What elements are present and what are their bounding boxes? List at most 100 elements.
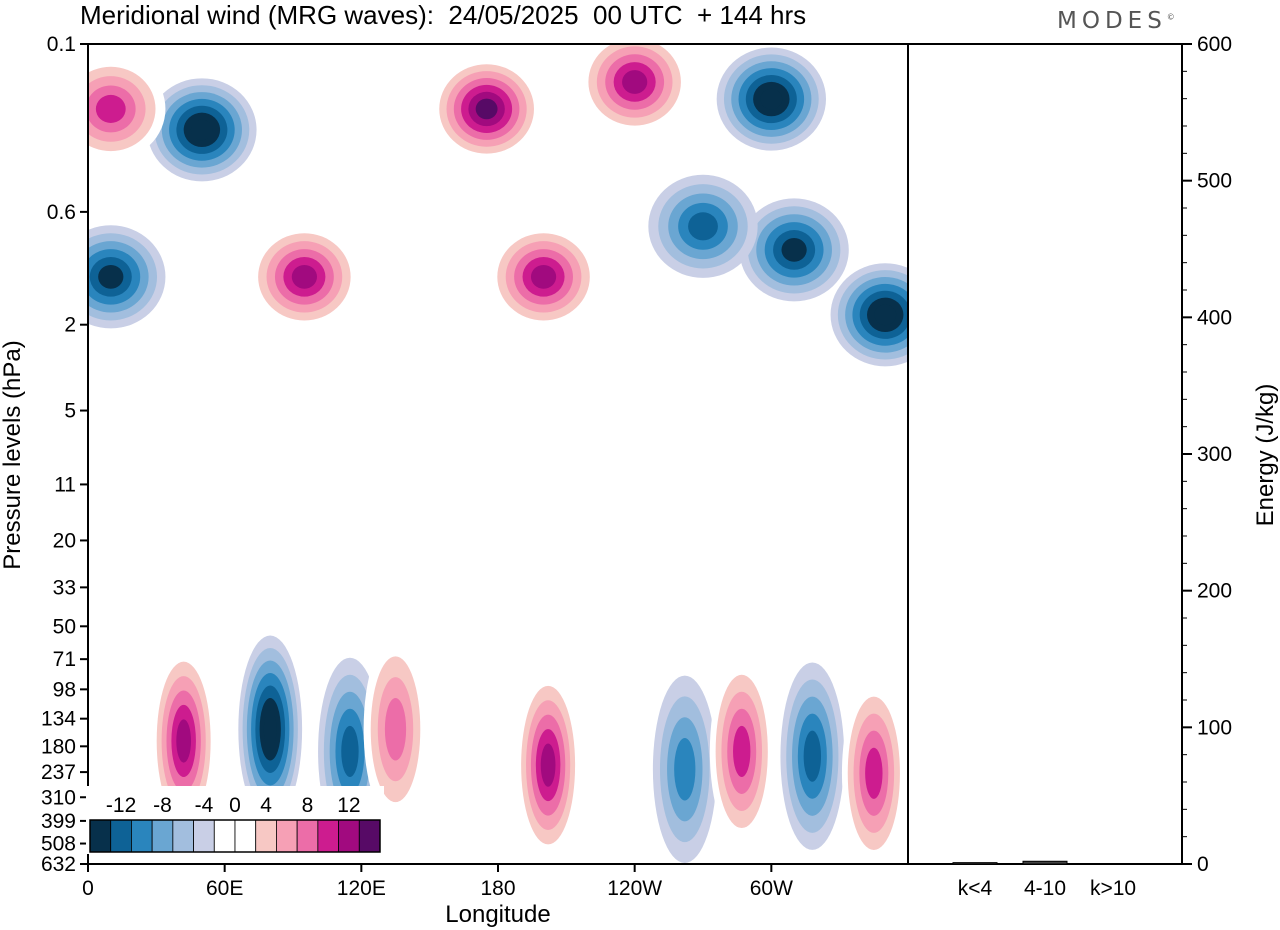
x-tick-label: 120E bbox=[337, 877, 386, 900]
wind-feature bbox=[716, 47, 826, 151]
colorbar-swatch bbox=[255, 819, 277, 853]
y-tick-label: 5 bbox=[64, 400, 76, 423]
contour-level bbox=[190, 119, 213, 141]
x-tick-label: 60E bbox=[206, 877, 243, 900]
y-tick-label: 11 bbox=[54, 473, 76, 496]
colorbar-swatch bbox=[317, 819, 339, 853]
energy-tick-label: 500 bbox=[1197, 170, 1232, 193]
wind-feature bbox=[516, 671, 580, 859]
colorbar-label: 0 bbox=[229, 794, 241, 817]
colorbar-label: -12 bbox=[106, 794, 136, 817]
colorbar-swatch bbox=[151, 819, 174, 853]
wind-feature bbox=[363, 635, 428, 823]
energy-category-label: 4-10 bbox=[1024, 877, 1066, 900]
contour-level bbox=[674, 738, 696, 801]
y-tick-label: 508 bbox=[41, 833, 76, 856]
wind-feature bbox=[580, 44, 690, 134]
contour-level bbox=[874, 304, 897, 326]
y-axis-title: Pressure levels (hPa) bbox=[0, 340, 26, 569]
wind-feature bbox=[431, 57, 542, 161]
energy-tick-label: 400 bbox=[1197, 306, 1232, 329]
contour-level bbox=[98, 264, 124, 289]
colorbar-swatch bbox=[193, 819, 215, 853]
x-tick-label: 180 bbox=[480, 877, 515, 900]
contour-level bbox=[733, 725, 751, 777]
heatmap-field bbox=[88, 44, 908, 864]
colorbar-swatch bbox=[276, 819, 298, 853]
contour-level bbox=[176, 719, 192, 763]
energy-axis-title: Energy (J/kg) bbox=[1252, 384, 1279, 527]
y-tick-label: 399 bbox=[41, 810, 76, 833]
wind-feature bbox=[652, 675, 717, 863]
y-tick-label: 71 bbox=[53, 648, 76, 671]
colorbar-swatch bbox=[338, 819, 360, 853]
colorbar-swatch bbox=[110, 819, 132, 853]
energy-bars: k<4 4-10 k>10 bbox=[952, 860, 1136, 900]
colorbar-swatch bbox=[213, 819, 236, 853]
x-axis: 0 60E 120E 180 120W 60W bbox=[82, 864, 793, 900]
y-tick-label: 0.6 bbox=[47, 201, 76, 224]
colorbar-swatch bbox=[234, 819, 257, 853]
wind-feature bbox=[648, 174, 758, 278]
y-tick-label: 237 bbox=[41, 761, 76, 784]
y-tick-label: 33 bbox=[53, 576, 76, 599]
wind-feature bbox=[709, 657, 774, 846]
y-tick-label: 632 bbox=[41, 853, 76, 876]
wind-feature bbox=[488, 225, 599, 329]
wind-feature bbox=[830, 263, 908, 367]
energy-tick-label: 200 bbox=[1197, 580, 1232, 603]
y-tick-label: 98 bbox=[53, 678, 76, 701]
energy-tick-label: 100 bbox=[1197, 716, 1232, 739]
energy-axis: 0 100 200 300 400 500 600 bbox=[1182, 33, 1232, 876]
wind-feature bbox=[780, 662, 845, 850]
contour-level bbox=[95, 94, 126, 124]
colorbar-label: -4 bbox=[195, 794, 214, 817]
contour-level bbox=[622, 70, 648, 94]
logo-mark: © bbox=[1166, 12, 1175, 22]
y-tick-label: 50 bbox=[53, 615, 76, 638]
colorbar-swatch bbox=[296, 819, 319, 853]
wind-feature bbox=[841, 679, 906, 864]
colorbar-outline bbox=[89, 819, 381, 853]
wind-feature bbox=[249, 225, 360, 329]
x-tick-label: 60W bbox=[750, 877, 793, 900]
colorbar-label: -8 bbox=[153, 794, 172, 817]
energy-bar bbox=[952, 862, 998, 865]
y-axis: 0.1 0.6 2 5 11 20 33 50 71 98 134 180 23731039950863… bbox=[41, 33, 909, 876]
contour-level bbox=[475, 98, 498, 120]
contour-level bbox=[291, 264, 318, 289]
energy-frame bbox=[907, 43, 1183, 865]
contour-level bbox=[688, 212, 718, 241]
contour-level bbox=[384, 698, 407, 761]
colorbar-swatch bbox=[172, 819, 194, 853]
y-tick-label: 310 bbox=[41, 786, 76, 809]
colorbar-swatch bbox=[358, 819, 381, 853]
energy-tick-label: 0 bbox=[1197, 853, 1209, 876]
x-axis-title: Longitude bbox=[445, 901, 550, 928]
colorbar-label: 12 bbox=[337, 794, 360, 817]
contour-level bbox=[530, 264, 557, 289]
energy-category-label: k>10 bbox=[1090, 877, 1136, 900]
x-tick-label: 120W bbox=[607, 877, 662, 900]
wind-feature bbox=[238, 635, 303, 823]
colorbar-label: 4 bbox=[260, 794, 272, 817]
y-tick-label: 0.1 bbox=[47, 33, 76, 56]
energy-tick-label: 600 bbox=[1197, 33, 1232, 56]
x-tick-label: 0 bbox=[82, 877, 94, 900]
chart-title: Meridional wind (MRG waves): 24/05/2025 … bbox=[80, 0, 807, 30]
y-tick-label: 134 bbox=[41, 708, 76, 731]
energy-category-label: k<4 bbox=[958, 877, 993, 900]
contour-level bbox=[540, 743, 556, 787]
wind-feature bbox=[88, 57, 166, 161]
contour-level bbox=[341, 725, 359, 777]
wind-feature bbox=[88, 225, 166, 329]
wind-feature bbox=[739, 198, 849, 302]
contour-level bbox=[803, 730, 822, 782]
modes-logo: MODES© bbox=[1057, 8, 1175, 34]
contour-level bbox=[760, 88, 783, 110]
wind-feature bbox=[147, 78, 257, 182]
y-tick-label: 180 bbox=[41, 735, 76, 758]
y-tick-label: 2 bbox=[64, 314, 76, 337]
contour-level bbox=[263, 710, 277, 748]
